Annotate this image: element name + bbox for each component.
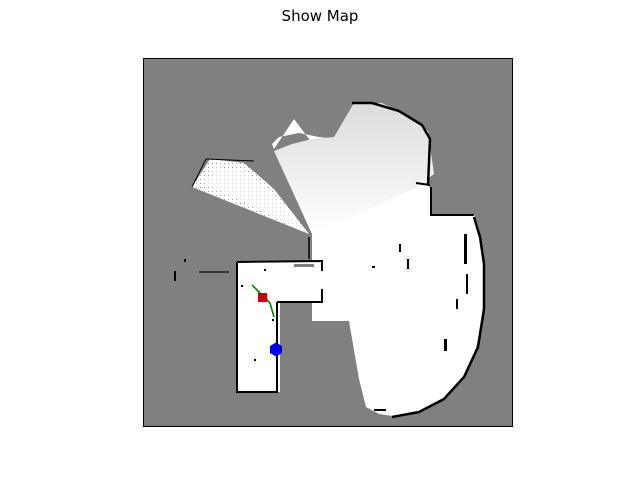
figure-title: Show Map — [281, 7, 359, 25]
robot-marker — [270, 342, 282, 357]
occupancy-map-view[interactable] — [143, 58, 513, 427]
occupancy-map — [144, 59, 512, 426]
occupied-noise — [174, 234, 468, 411]
free-area-left-room — [237, 262, 280, 392]
goal-marker — [258, 293, 267, 302]
occupied-walls — [191, 101, 486, 419]
free-area-upper-fan — [274, 103, 434, 234]
